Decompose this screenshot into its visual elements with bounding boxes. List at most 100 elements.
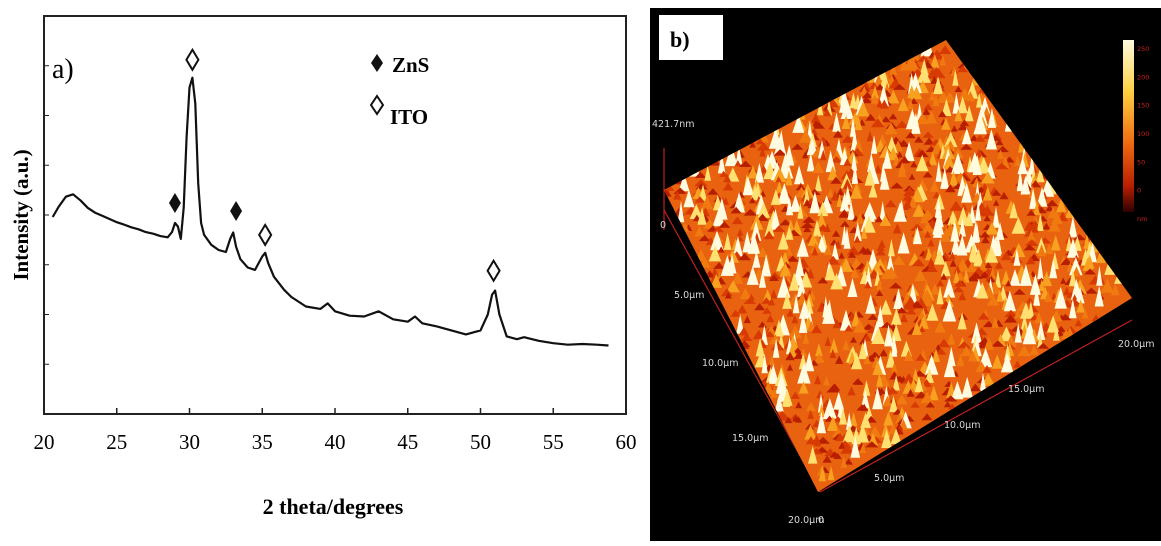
surface-peak [807, 233, 819, 246]
surface-peak [912, 203, 925, 217]
surface-peak [889, 371, 900, 380]
surface-peak [994, 163, 1009, 170]
surface-peak [1076, 299, 1086, 313]
surface-peak [750, 179, 763, 193]
surface-peak [1045, 205, 1055, 212]
surface-peak [1013, 288, 1026, 295]
surface-peak [847, 251, 857, 258]
surface-peak [1004, 344, 1012, 361]
surface-peak [860, 403, 869, 411]
surface-peak [786, 363, 793, 371]
surface-peak [1020, 302, 1032, 319]
surface-peak [832, 130, 843, 138]
surface-peak [807, 320, 816, 332]
surface-peak [951, 381, 964, 400]
surface-peak [823, 243, 833, 256]
surface-peak [712, 208, 725, 227]
surface-peak [999, 191, 1009, 200]
surface-peak [1063, 286, 1071, 296]
surface-peak [924, 354, 939, 375]
surface-peak [823, 223, 831, 232]
surface-peak [756, 213, 769, 221]
surface-peak [812, 161, 825, 173]
surface-peak [768, 334, 782, 345]
surface-peak [952, 69, 959, 86]
surface-peak [964, 105, 974, 122]
surface-peak [1036, 187, 1048, 207]
surface-peak [929, 385, 939, 401]
surface-peak [795, 401, 803, 409]
surface-peak [796, 277, 807, 297]
surface-peak [719, 170, 729, 177]
surface-peak [879, 214, 892, 226]
surface-peak [850, 336, 857, 343]
surface-peak [954, 172, 968, 182]
surface-peak [1026, 209, 1036, 216]
surface-peak [1017, 345, 1031, 357]
y-axis [663, 209, 821, 493]
surface-peak [804, 352, 815, 372]
surface-peak [969, 383, 982, 392]
surface-peak [994, 269, 1002, 288]
surface-peak [854, 116, 863, 131]
surface-peak [1033, 201, 1041, 216]
surface-peak [831, 242, 839, 260]
surface-peak [806, 152, 815, 172]
ito-peak-marker [486, 258, 501, 283]
surface-peak [858, 341, 868, 360]
x-tick-3: 15.0μm [1008, 384, 1044, 395]
surface-peak [851, 426, 861, 445]
surface-peak [798, 299, 811, 319]
surface-peak [742, 176, 754, 196]
surface-peak [1029, 344, 1039, 355]
surface-peak [754, 303, 765, 311]
surface-peak [717, 246, 725, 253]
surface-peak [860, 226, 868, 239]
surface-peak [884, 122, 898, 135]
surface-peak [1074, 319, 1083, 327]
surface-peak [853, 221, 862, 242]
surface-peak [875, 248, 887, 256]
surface-peak [822, 398, 837, 419]
surface-peak [979, 231, 991, 238]
surface-peak [891, 362, 898, 373]
surface-peak [923, 103, 933, 111]
surface-peak [895, 120, 909, 128]
surface-peak [960, 203, 968, 211]
surface-peak [803, 199, 811, 207]
surface-peak [802, 216, 816, 223]
surface-peak [943, 401, 952, 408]
surface-peak [995, 139, 1004, 146]
surface-peak [995, 222, 1005, 240]
surface-peak [785, 170, 793, 186]
surface-peak [984, 262, 993, 269]
surface-peak [872, 360, 884, 375]
x-tick-4: 20.0μm [1118, 339, 1154, 350]
x-axis-ticks: 20 25 30 35 40 45 50 55 60 [34, 65, 637, 454]
surface-peak [919, 325, 926, 332]
surface-peak [982, 320, 995, 328]
surface-peak [874, 83, 886, 91]
surface-peak [972, 154, 982, 175]
surface-peak [957, 96, 968, 114]
surface-peak [870, 85, 880, 99]
surface-peak [997, 149, 1005, 159]
surface-peak [1041, 270, 1052, 287]
x-tick-0: 0 [818, 515, 824, 526]
x-tick-label: 30 [179, 430, 200, 454]
surface-peak [978, 347, 993, 368]
surface-peak [784, 416, 793, 424]
surface-peak [1037, 244, 1047, 257]
surface-peak [836, 193, 843, 207]
colorbar-tick-label: 0 [1137, 187, 1141, 195]
surface-peak [817, 100, 824, 116]
surface-peak [741, 333, 753, 341]
surface-peak [747, 165, 759, 179]
surface-peak [697, 207, 707, 225]
surface-peak [908, 173, 916, 180]
surface-peak [855, 212, 865, 224]
surface-peak [932, 94, 940, 107]
surface-peak [757, 321, 767, 328]
surface-peak [761, 297, 772, 304]
surface-peak [896, 151, 903, 158]
